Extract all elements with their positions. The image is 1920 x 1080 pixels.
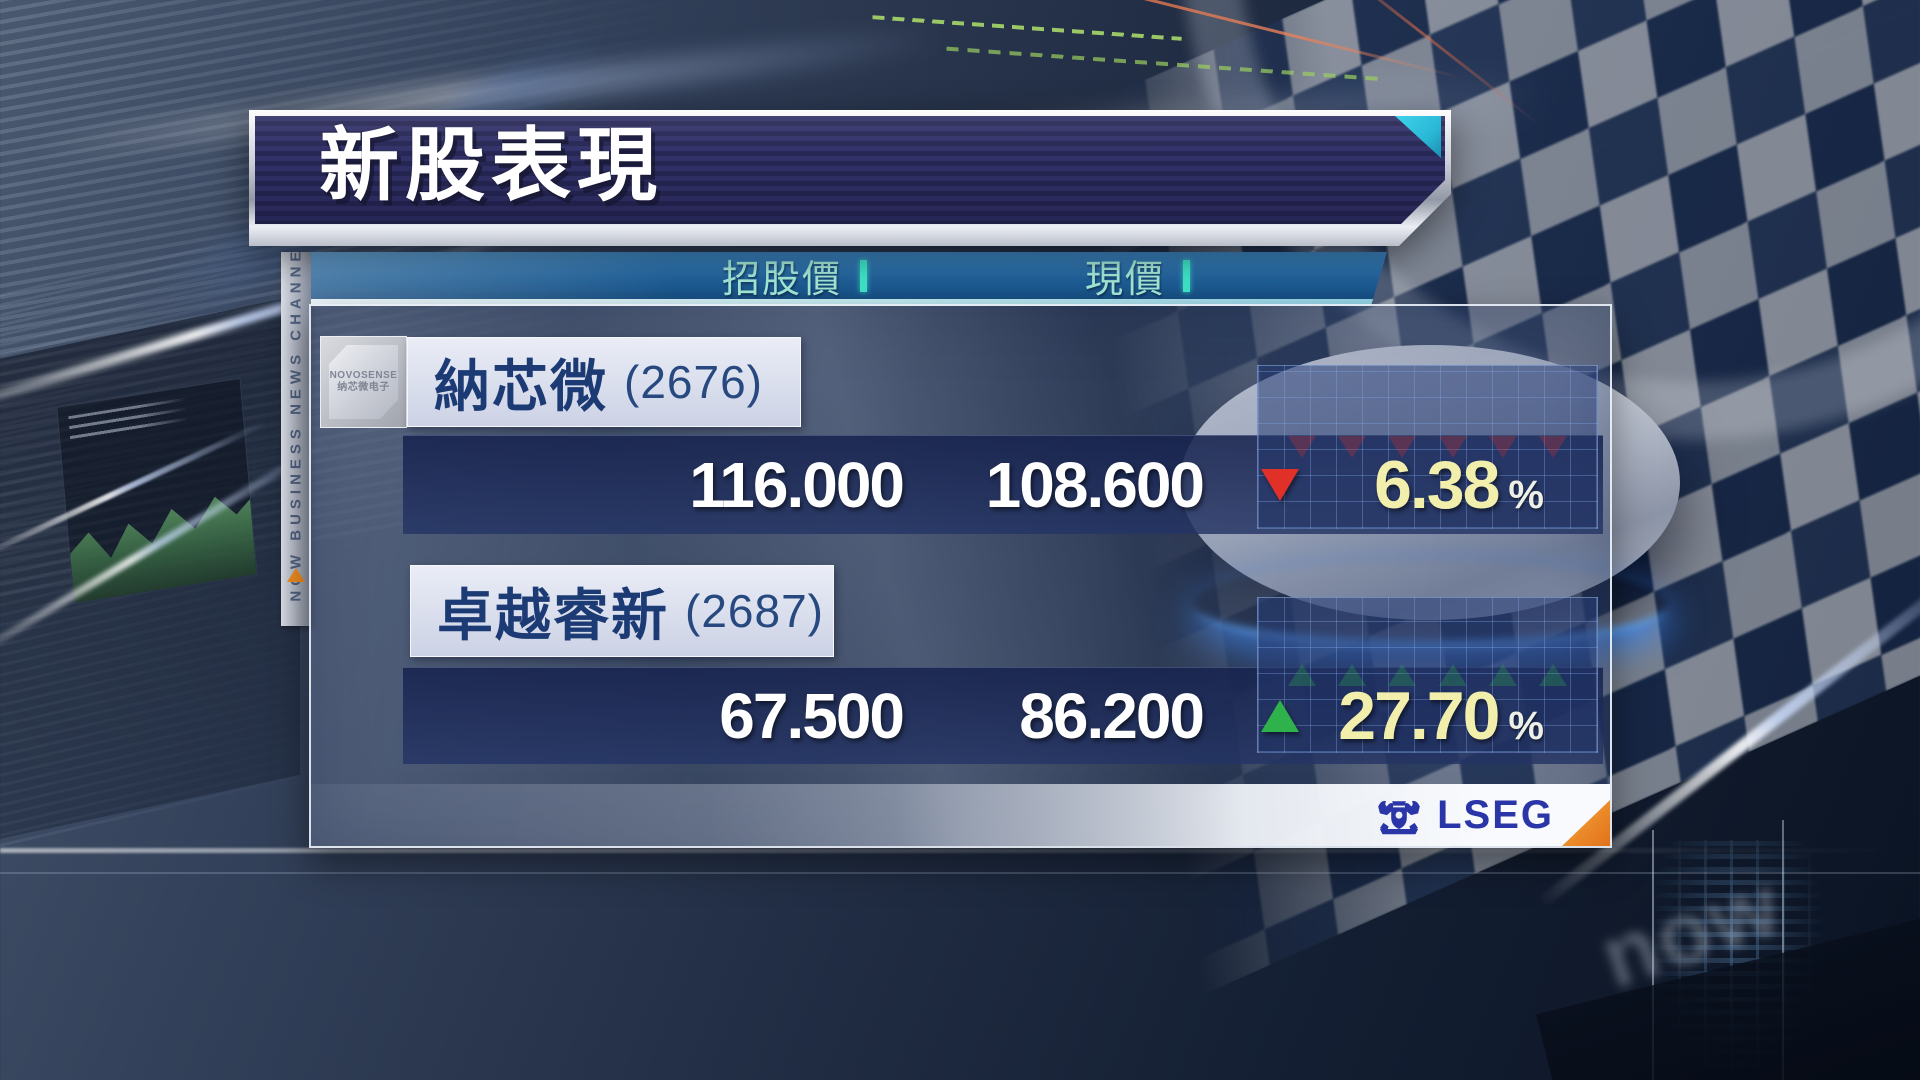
- column-label: 招股價: [722, 259, 843, 301]
- ghost-arrow-icon: [1288, 664, 1317, 686]
- ghost-arrow-icon: [1338, 436, 1367, 458]
- offer-price-value: 116.000: [689, 449, 905, 521]
- data-panel: NOVOSENSE 纳芯微电子 納芯微 (2676) 116.000 108.6…: [309, 304, 1612, 848]
- ghost-arrow-icon: [1338, 664, 1367, 686]
- percent-sign: %: [1508, 473, 1544, 517]
- ghost-arrow-icon: [1488, 436, 1517, 458]
- logo-line1: NOVOSENSE: [329, 370, 398, 381]
- change-arrow-down-icon: [1261, 469, 1299, 501]
- ghost-arrow-icon: [1388, 664, 1417, 686]
- current-price-value: 86.200: [1019, 680, 1205, 752]
- chart-grid-row2: [1257, 597, 1598, 753]
- channel-arrow-icon: [287, 568, 305, 582]
- mini-chart-text-lines: [68, 397, 190, 447]
- change-percent-group: 27.70 %: [1299, 677, 1544, 755]
- stock-name-row2: 卓越睿新 (2687): [410, 565, 834, 657]
- column-tick-icon: [1183, 260, 1190, 292]
- lseg-crest-icon: [1378, 800, 1420, 834]
- column-header-offer-price: 招股價: [722, 252, 867, 299]
- channel-label: NOW BUSINESS NEWS CHANNEL: [287, 231, 305, 602]
- lseg-attribution: LSEG: [311, 784, 1610, 846]
- channel-strip: NOW BUSINESS NEWS CHANNEL: [281, 232, 311, 626]
- title-bar: 新股表現: [249, 110, 1451, 246]
- floor-highlight-line: [0, 848, 1920, 853]
- ghost-arrow-icon: [1438, 436, 1467, 458]
- change-arrow-up-icon: [1261, 700, 1299, 732]
- floor-highlight-line: [0, 872, 1920, 874]
- column-header-current-price: 現價: [1085, 252, 1190, 299]
- change-percent-group: 6.38 %: [1299, 446, 1544, 524]
- stock-name: 卓越睿新: [437, 583, 669, 647]
- novosense-logo-text: NOVOSENSE 纳芯微电子: [330, 370, 398, 394]
- stock-code: (2676): [624, 356, 763, 408]
- column-header-bar: 招股價 現價: [311, 252, 1387, 306]
- thin-vertical-line: [1652, 830, 1654, 1080]
- lseg-label: LSEG: [1437, 793, 1554, 837]
- percent-sign: %: [1508, 704, 1544, 748]
- stock-code: (2687): [685, 585, 824, 637]
- novosense-logo: NOVOSENSE 纳芯微电子: [320, 336, 407, 428]
- orange-corner-accent: [1562, 800, 1610, 846]
- ghost-arrow-icon: [1388, 436, 1417, 458]
- stock-name-row1: 納芯微 (2676): [407, 337, 801, 427]
- offer-price-value: 67.500: [719, 680, 905, 752]
- logo-line2: 纳芯微电子: [337, 382, 390, 393]
- ghost-arrow-icon: [1288, 436, 1317, 458]
- stock-name: 納芯微: [434, 354, 608, 418]
- page-title: 新股表現: [319, 121, 663, 210]
- ghost-arrow-icon: [1538, 436, 1567, 458]
- values-row2: 67.500 86.200 27.70 %: [403, 667, 1603, 764]
- chart-grid-row1: [1257, 365, 1598, 529]
- lseg-logo: LSEG: [1373, 793, 1554, 838]
- change-percent-value: 27.70: [1338, 678, 1500, 754]
- values-row1: 116.000 108.600 6.38 %: [403, 435, 1603, 534]
- ghost-arrow-icon: [1538, 664, 1567, 686]
- current-price-value: 108.600: [985, 449, 1205, 521]
- column-label: 現價: [1085, 259, 1166, 301]
- title-bar-navy: [255, 116, 1445, 224]
- column-tick-icon: [860, 260, 867, 292]
- change-percent-value: 6.38: [1374, 447, 1500, 523]
- ghost-arrow-icon: [1488, 664, 1517, 686]
- mini-stock-chart: [56, 377, 258, 605]
- ghost-arrow-icon: [1438, 664, 1467, 686]
- thin-vertical-line: [1782, 820, 1784, 1080]
